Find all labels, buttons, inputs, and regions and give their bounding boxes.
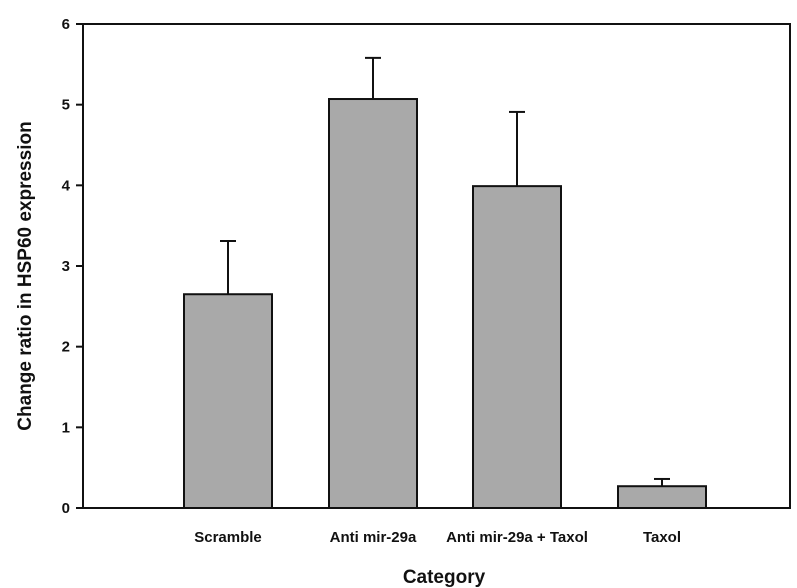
y-tick-label-1: 1 — [62, 419, 70, 436]
x-category-label-3: Taxol — [643, 529, 681, 546]
y-axis-ticks: 0 1 2 3 4 5 6 — [62, 16, 83, 517]
bar-3 — [617, 485, 707, 510]
y-tick-label-4: 4 — [62, 177, 71, 194]
x-category-label-0: Scramble — [194, 529, 262, 546]
x-category-label-2: Anti mir-29a + Taxol — [446, 529, 588, 546]
bar-0 — [183, 293, 273, 509]
x-category-label-1: Anti mir-29a — [330, 529, 417, 546]
x-axis-categories: Scramble Anti mir-29a Anti mir-29a + Taxol… — [194, 529, 681, 546]
y-tick-label-6: 6 — [62, 16, 70, 33]
bar-1 — [328, 98, 418, 510]
x-axis-title: Category — [403, 567, 486, 588]
bar-2 — [472, 185, 562, 509]
error-bars — [220, 56, 670, 487]
y-tick-label-2: 2 — [62, 339, 70, 356]
bars — [183, 98, 707, 510]
y-axis-title: Change ratio in HSP60 expression — [15, 121, 36, 430]
y-tick-label-3: 3 — [62, 258, 70, 275]
y-tick-label-0: 0 — [62, 500, 70, 517]
y-tick-label-5: 5 — [62, 97, 70, 114]
